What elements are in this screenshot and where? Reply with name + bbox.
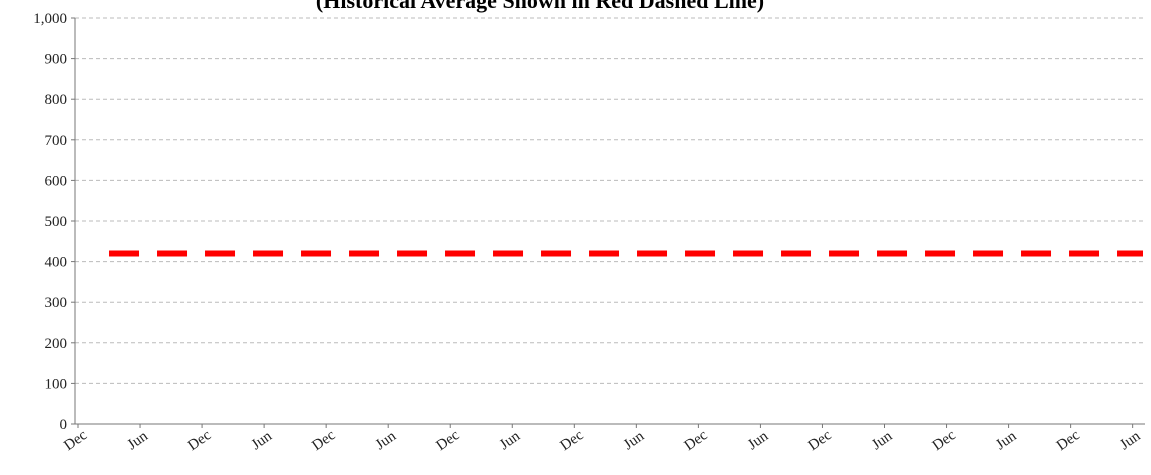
y-tick-label: 700 bbox=[45, 133, 68, 149]
x-tick-label: Jun bbox=[249, 428, 276, 453]
x-tick-label: Jun bbox=[993, 428, 1020, 453]
chart-subtitle: (Historical Average Shown in Red Dashed … bbox=[316, 0, 764, 13]
x-tick-label: Dec bbox=[1054, 427, 1083, 454]
y-tick-label: 800 bbox=[45, 92, 68, 108]
x-tick-label: Dec bbox=[930, 427, 959, 454]
y-tick-label: 100 bbox=[45, 376, 68, 392]
x-tick-label: Dec bbox=[806, 427, 835, 454]
y-tick-label: 400 bbox=[45, 255, 68, 271]
y-tick-label: 500 bbox=[45, 214, 68, 230]
x-tick-label: Jun bbox=[869, 428, 896, 453]
y-tick-label: 1,000 bbox=[33, 11, 67, 27]
x-tick-label: Dec bbox=[433, 427, 462, 454]
y-tick-label: 0 bbox=[60, 417, 68, 433]
y-tick-label: 300 bbox=[45, 295, 68, 311]
x-tick-label: Jun bbox=[1117, 428, 1144, 453]
y-tick-label: 200 bbox=[45, 336, 68, 352]
y-tick-label: 600 bbox=[45, 173, 68, 189]
x-tick-label: Jun bbox=[373, 428, 400, 453]
x-tick-label: Dec bbox=[185, 427, 214, 454]
x-tick-label: Dec bbox=[682, 427, 711, 454]
x-tick-label: Jun bbox=[745, 428, 772, 453]
x-tick-label: Jun bbox=[125, 428, 152, 453]
x-tick-label: Dec bbox=[558, 427, 587, 454]
y-tick-label: 900 bbox=[45, 52, 68, 68]
x-tick-label: Dec bbox=[309, 427, 338, 454]
x-tick-label: Jun bbox=[621, 428, 648, 453]
x-tick-label: Jun bbox=[497, 428, 524, 453]
